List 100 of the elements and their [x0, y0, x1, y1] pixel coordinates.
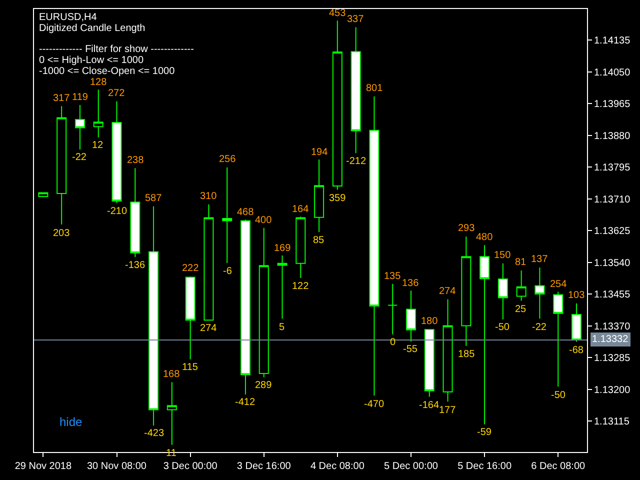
- candlestick: [222, 166, 232, 264]
- x-tick-label: 29 Nov 2018: [14, 461, 72, 472]
- annotation: 85: [313, 235, 325, 246]
- candlestick: [277, 255, 288, 320]
- candlestick: [93, 89, 104, 138]
- candlestick: [166, 382, 177, 446]
- annotation: 103: [568, 290, 586, 301]
- annotation: 137: [531, 254, 548, 265]
- annotation: 150: [494, 250, 512, 261]
- annotation: 194: [311, 147, 328, 158]
- candlestick: [461, 236, 472, 346]
- annotation: hide: [59, 415, 83, 429]
- annotation: 135: [384, 271, 402, 282]
- y-tick-label: 1.13200: [594, 384, 631, 396]
- annotation: -412: [235, 397, 256, 408]
- x-tick-label: 6 Dec 08:00: [531, 461, 586, 472]
- candlestick: [148, 206, 159, 426]
- annotation: -470: [364, 399, 384, 410]
- annotation: -22: [532, 322, 547, 333]
- ref-line-label: 1.13332: [592, 334, 629, 345]
- annotation: 256: [219, 154, 236, 165]
- annotation: 122: [292, 281, 310, 292]
- y-tick-label: 1.13285: [594, 353, 631, 364]
- candlestick: [240, 219, 250, 395]
- annotation: 203: [53, 228, 70, 239]
- candlestick: [112, 100, 122, 204]
- annotation: 310: [200, 191, 218, 202]
- x-tick-label: 4 Dec 08:00: [310, 461, 365, 472]
- candlestick: [406, 290, 416, 342]
- candlestick: [185, 276, 196, 360]
- candlestick: [534, 266, 545, 320]
- annotation: -55: [403, 344, 418, 355]
- y-tick-label: 1.13795: [594, 162, 631, 174]
- candlestick: [369, 96, 380, 396]
- annotation: -68: [569, 345, 584, 356]
- annotation: 0 <= High-Low <= 1000: [39, 55, 144, 66]
- annotation: 168: [163, 369, 180, 380]
- candlestick: [56, 106, 67, 226]
- candlestick: [571, 302, 582, 342]
- y-tick-label: 1.13370: [594, 321, 631, 332]
- annotation: 400: [255, 215, 272, 226]
- annotation: -164: [419, 400, 440, 411]
- candlestick: [258, 227, 269, 378]
- candlestick: [553, 291, 564, 388]
- annotation: 317: [53, 93, 70, 104]
- candlestick: [296, 216, 306, 278]
- y-tick-label: 1.13455: [594, 290, 631, 300]
- y-tick-label: 1.13880: [594, 130, 631, 142]
- annotation: -210: [107, 206, 128, 217]
- annotation: -423: [144, 428, 164, 439]
- annotation: Digitized Candle Length: [39, 23, 146, 34]
- annotation: -136: [125, 260, 146, 271]
- candlestick: [516, 270, 526, 302]
- annotation: -22: [72, 152, 87, 163]
- x-tick-label: 30 Nov 08:00: [87, 461, 147, 472]
- annotation: 119: [72, 92, 88, 103]
- candlestick: [424, 328, 434, 398]
- candlestick: [130, 168, 140, 258]
- annotation: 180: [421, 316, 438, 327]
- candlestick: [314, 159, 324, 232]
- annotation: -59: [477, 427, 492, 438]
- annotation: 177: [439, 405, 456, 416]
- annotation: 587: [145, 193, 162, 204]
- annotation: 238: [127, 155, 144, 166]
- y-tick-label: 1.14050: [594, 67, 631, 78]
- annotation: 289: [255, 380, 272, 391]
- annotation: 169: [274, 243, 292, 254]
- annotation: -50: [495, 322, 510, 333]
- annotation: -6: [223, 266, 232, 277]
- annotation: 453: [329, 8, 346, 19]
- annotation: 81: [515, 257, 527, 268]
- y-tick-label: 1.14135: [594, 36, 631, 46]
- annotation: 164: [292, 204, 310, 215]
- x-tick-label: 3 Dec 16:00: [236, 461, 292, 472]
- candlestick: [74, 104, 85, 150]
- candlestick: [498, 262, 508, 320]
- candlestick: [332, 20, 342, 190]
- annotation: 337: [347, 14, 364, 25]
- y-tick-label: 1.13115: [594, 416, 630, 428]
- annotation: 0: [390, 337, 396, 348]
- annotation: 468: [237, 207, 254, 218]
- annotation: 293: [458, 223, 476, 234]
- candlestick: [204, 204, 214, 321]
- candlestick: [480, 244, 490, 425]
- annotation: 480: [476, 232, 494, 243]
- y-tick-label: 1.13540: [594, 258, 631, 269]
- annotation: 222: [182, 263, 200, 274]
- y-tick-label: 1.13710: [594, 194, 631, 206]
- x-tick-label: 5 Dec 16:00: [458, 461, 512, 472]
- y-tick-label: 1.13965: [594, 99, 631, 110]
- candlestick: [442, 298, 453, 402]
- annotation: -1000 <= Close-Open <= 1000: [39, 66, 176, 77]
- chart-title: EURUSD,H4: [39, 12, 98, 23]
- annotation: 136: [402, 278, 420, 289]
- x-tick-label: 5 Dec 00:00: [384, 461, 438, 472]
- annotation: 274: [439, 286, 456, 297]
- x-tick-label: 3 Dec 00:00: [163, 461, 218, 472]
- annotation: 25: [515, 304, 527, 315]
- y-tick-label: 1.13625: [594, 226, 631, 237]
- annotation: -212: [346, 156, 366, 167]
